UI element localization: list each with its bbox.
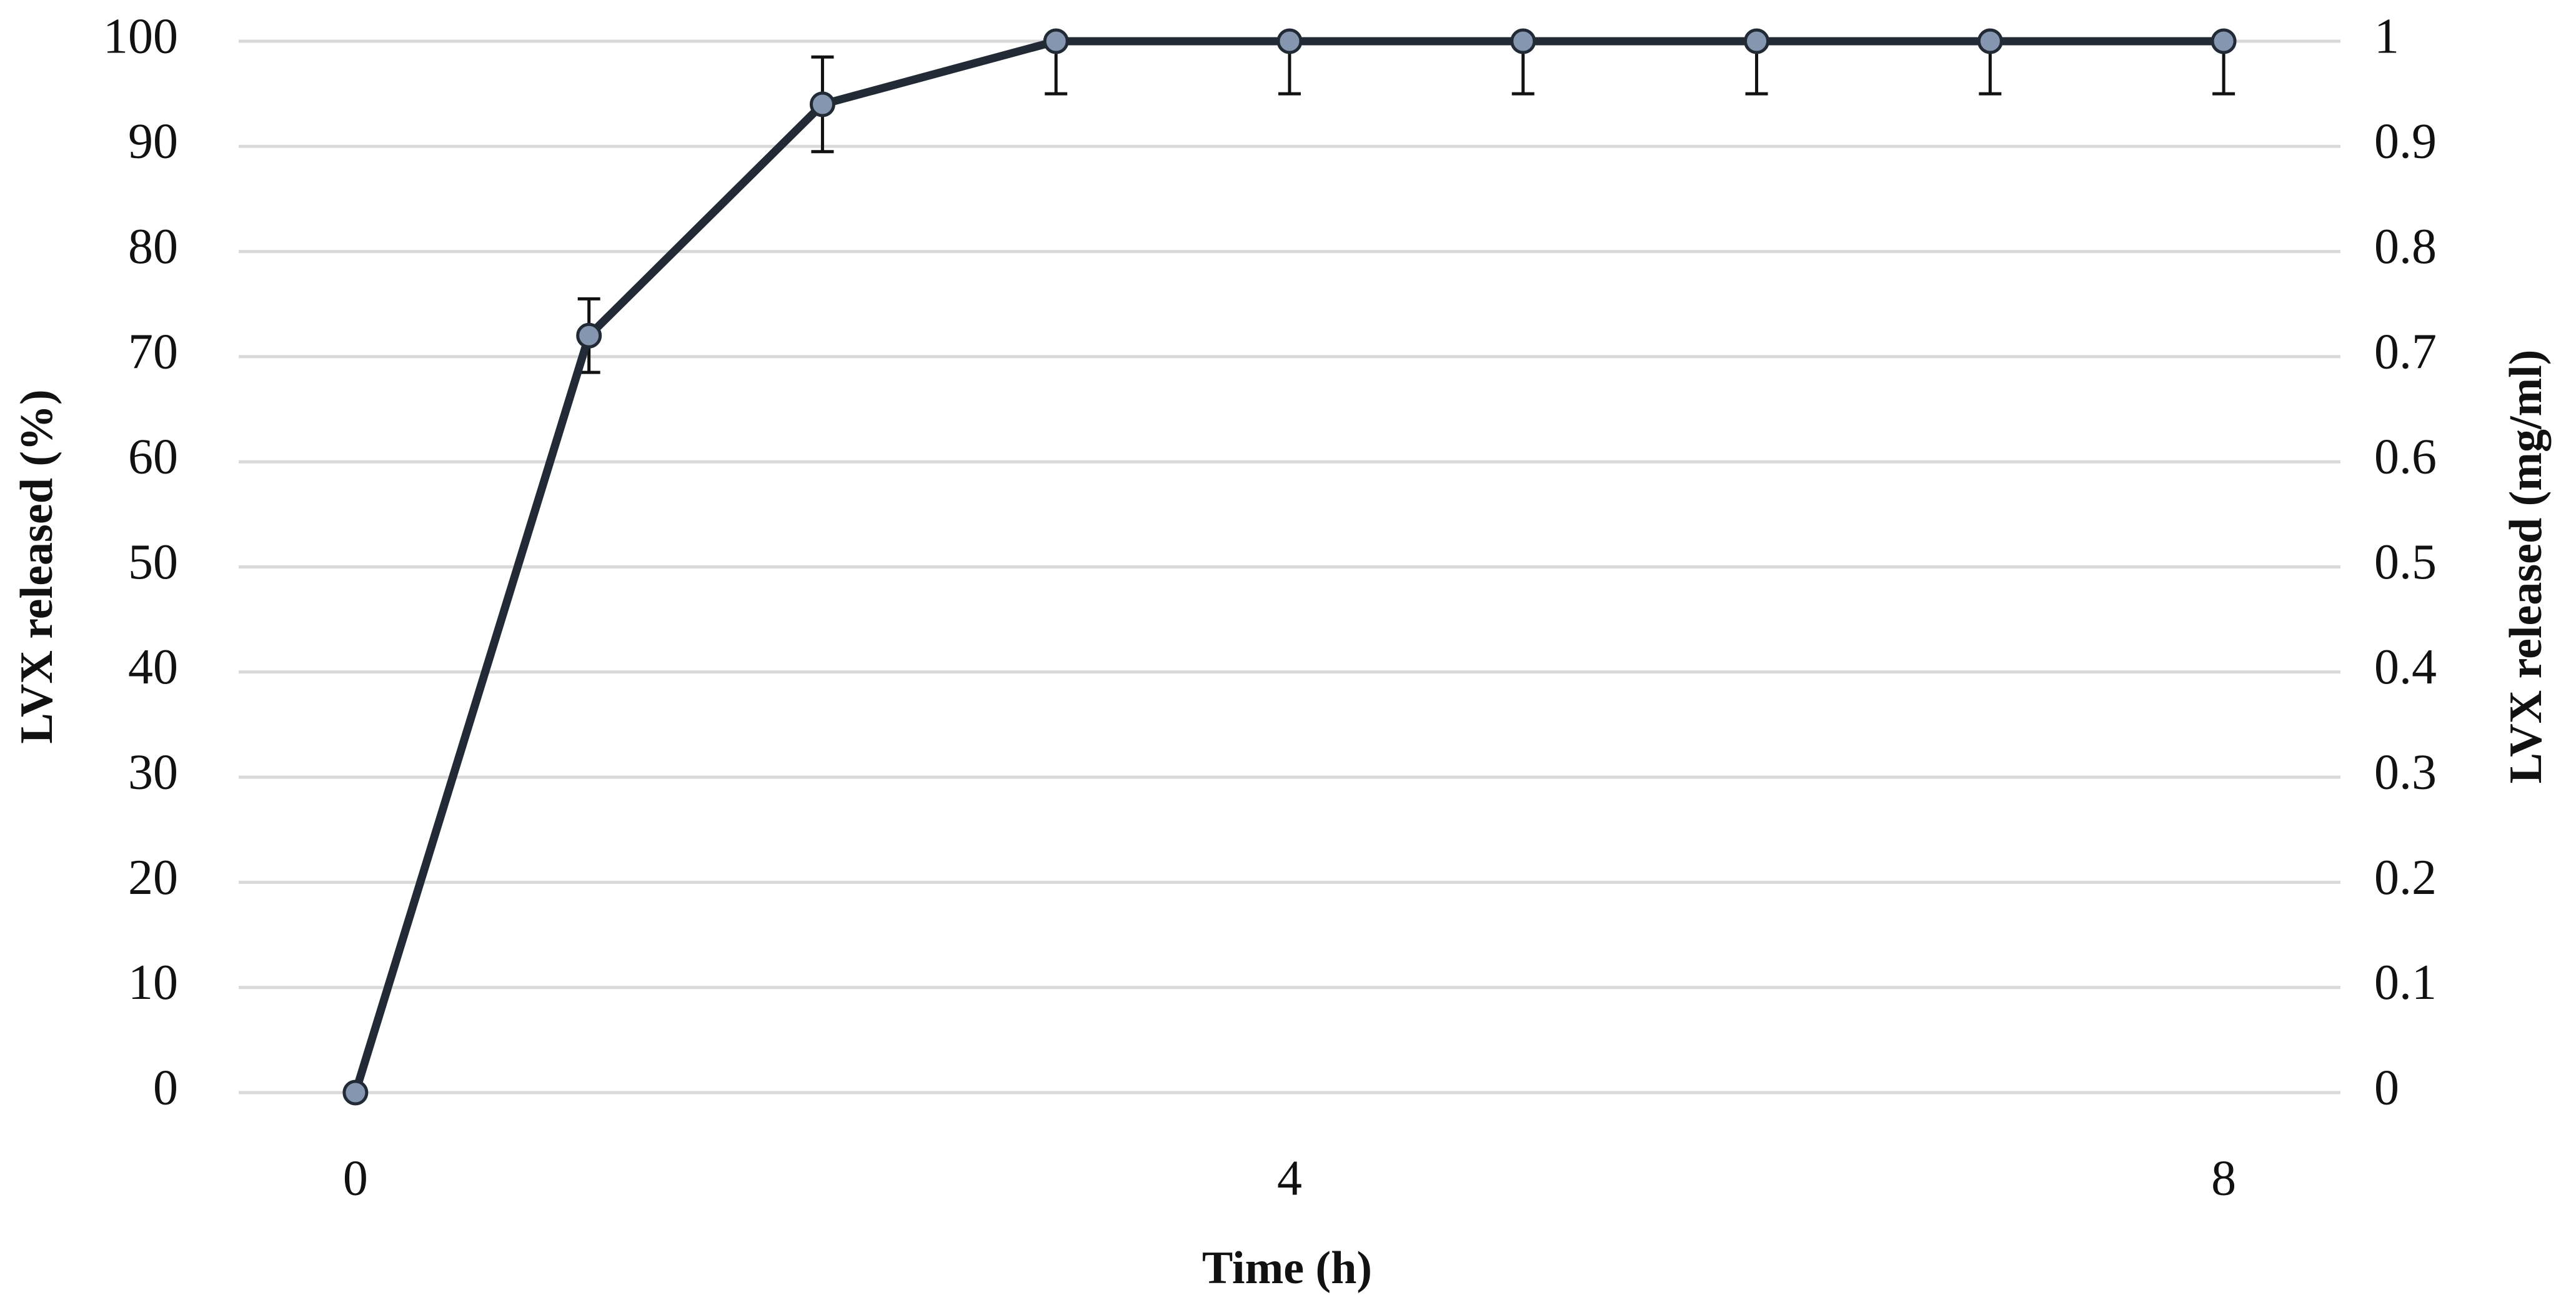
y-tick-label: 70 <box>128 324 178 379</box>
x-tick-label: 8 <box>2211 1151 2236 1206</box>
data-point <box>1043 28 1069 54</box>
y2-tick-label: 0.3 <box>2374 745 2437 800</box>
error-bar <box>1745 41 1768 96</box>
y-tick-label: 10 <box>128 955 178 1010</box>
y2-tick-label: 0.4 <box>2374 640 2437 695</box>
data-point <box>2210 28 2237 54</box>
x-tick-label: 0 <box>343 1151 368 1206</box>
y2-tick-label: 0.9 <box>2374 114 2437 169</box>
x-axis-title: Time (h) <box>1202 1243 1372 1294</box>
y-tick-label: 90 <box>128 114 178 169</box>
x-tick-label: 4 <box>1277 1151 1302 1206</box>
data-point <box>342 1079 369 1106</box>
y2-tick-label: 1 <box>2374 9 2399 64</box>
y-tick-label: 60 <box>128 430 178 485</box>
data-point <box>1977 28 2003 54</box>
y2-tick-label: 0.1 <box>2374 955 2437 1010</box>
data-point <box>809 91 835 117</box>
y-tick-label: 0 <box>153 1060 178 1115</box>
y2-tick-label: 0.8 <box>2374 219 2437 274</box>
data-point <box>1744 28 1770 54</box>
data-point <box>1276 28 1303 54</box>
error-bar <box>1979 41 2002 96</box>
y-tick-label: 30 <box>128 745 178 800</box>
y2-tick-label: 0.2 <box>2374 850 2437 905</box>
data-point <box>1510 28 1536 54</box>
y2-axis-title: LVX released (mg/ml) <box>2500 350 2552 784</box>
error-bar <box>1278 41 1301 96</box>
y2-tick-label: 0.5 <box>2374 535 2437 590</box>
y-axis-title: LVX released (%) <box>11 389 62 743</box>
y2-tick-label: 0 <box>2374 1060 2399 1115</box>
plot-area <box>577 41 2235 374</box>
y-tick-label: 50 <box>128 535 178 590</box>
error-bar <box>2212 41 2235 96</box>
y2-tick-label: 0.6 <box>2374 430 2437 485</box>
error-bar <box>1511 41 1534 96</box>
y-tick-label: 20 <box>128 850 178 905</box>
y-tick-label: 80 <box>128 219 178 274</box>
y-tick-label: 100 <box>103 9 178 64</box>
y2-tick-label: 0.7 <box>2374 324 2437 379</box>
error-bar <box>1045 41 1068 96</box>
y-tick-label: 40 <box>128 640 178 695</box>
data-point <box>576 322 602 349</box>
